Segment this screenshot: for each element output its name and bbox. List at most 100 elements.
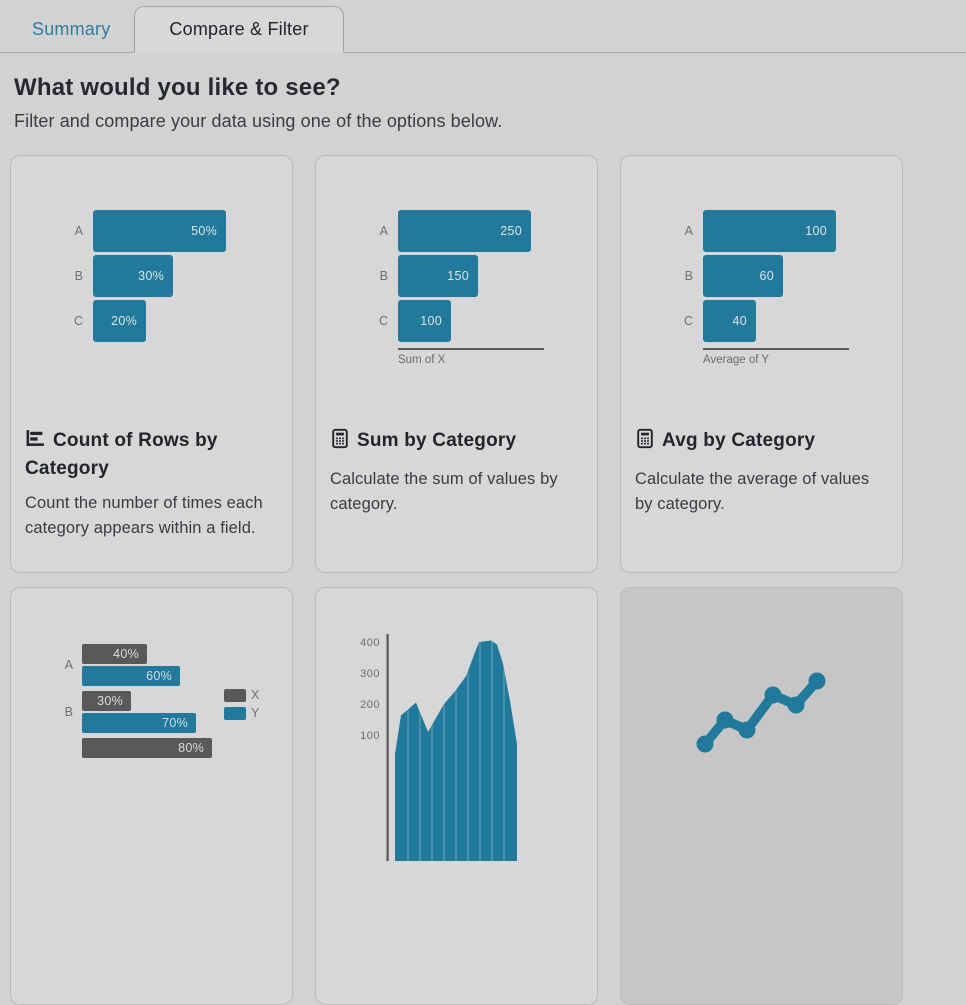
y-tick-label: 100 — [360, 730, 380, 742]
x-axis-line — [703, 348, 849, 350]
mini-bar-chart: A 50% B 30% C 20% — [11, 156, 292, 342]
sum-by-category-chart-preview: A 250 B 150 C 100 Sum of X — [316, 156, 597, 428]
page-title: What would you like to see? — [14, 74, 341, 101]
option-card-count-of-rows-by-category[interactable]: A 50% B 30% C 20% Count of Rows by Category Cou… — [10, 155, 293, 573]
bar-value-label: 30% — [97, 694, 123, 708]
bar-value-label: 50% — [191, 224, 217, 238]
category-label: B — [684, 269, 693, 283]
line-point — [787, 696, 805, 714]
bar-chart-horizontal-icon — [25, 428, 46, 457]
card-meta: Sum by Category Calculate the sum of valu… — [316, 428, 597, 517]
category-label: C — [73, 314, 83, 328]
bar-row: B 60 — [621, 255, 902, 297]
count-of-rows-by-category-chart-preview: A 50% B 30% C 20% — [11, 156, 292, 428]
option-card-avg-by-category[interactable]: A 100 B 60 C 40 Average of Y Avg by Category Cal… — [620, 155, 903, 573]
bar-value-label: 100 — [805, 224, 827, 238]
bar-B: 60 — [703, 255, 783, 297]
mini-area-chart: 400 300 200 100 — [360, 634, 517, 861]
bar-value-label: 70% — [162, 716, 188, 730]
bar-group: A 40% 60% — [11, 644, 292, 686]
tab-compare-filter[interactable]: Compare & Filter — [134, 6, 344, 53]
bar-row: A 50% — [11, 210, 292, 252]
bar-row: B 150 — [316, 255, 597, 297]
legend-swatch-Y — [224, 706, 246, 720]
legend-item: X — [224, 688, 259, 702]
bar-value-label: 40% — [113, 647, 139, 661]
bar-A: 100 — [703, 210, 836, 252]
option-card-area-distribution[interactable]: 400 300 200 100 — [315, 587, 598, 1005]
avg-by-category-chart-preview: A 100 B 60 C 40 Average of Y — [621, 156, 902, 428]
bar-row: C 40 — [621, 300, 902, 342]
option-card-line-trend[interactable] — [620, 587, 903, 1005]
bar-value-label: 80% — [178, 741, 204, 755]
bar-value-label: 250 — [500, 224, 522, 238]
category-label: A — [684, 224, 693, 238]
area-distribution-chart-preview: 400 300 200 100 — [316, 588, 597, 861]
line-point — [764, 686, 782, 704]
bar-series-X: 80% — [82, 738, 212, 758]
bar-group: 80% — [11, 738, 292, 758]
option-card-sum-by-category[interactable]: A 250 B 150 C 100 Sum of X Sum by Category Calcu… — [315, 155, 598, 573]
bar-value-label: 60 — [759, 269, 774, 283]
category-label: B — [74, 269, 83, 283]
bar-A: 250 — [398, 210, 531, 252]
bar-value-label: 100 — [420, 314, 442, 328]
bar-B: 30% — [93, 255, 173, 297]
category-label: B — [64, 705, 73, 719]
bar-value-label: 40 — [732, 314, 747, 328]
legend-swatch-X — [224, 688, 246, 702]
legend-label: Y — [251, 706, 260, 720]
bar-value-label: 20% — [111, 314, 137, 328]
tab-bar: Summary Compare & Filter — [0, 0, 966, 53]
legend-item: Y — [224, 706, 259, 720]
card-description: Count the number of times each category … — [25, 494, 263, 538]
bar-B: 150 — [398, 255, 478, 297]
card-meta: Avg by Category Calculate the average of … — [621, 428, 902, 517]
bar-A: 50% — [93, 210, 226, 252]
category-label: C — [378, 314, 388, 328]
card-title-text: Count of Rows by Category — [25, 430, 218, 479]
line-point — [808, 672, 826, 690]
bar-series-X: 40% — [82, 644, 147, 664]
option-card-compare-x-y-percentages[interactable]: A 40% 60% B 30% 70% 80% X Y — [10, 587, 293, 1005]
category-label: A — [64, 658, 73, 672]
category-label: A — [379, 224, 388, 238]
bar-series-X: 30% — [82, 691, 131, 711]
bar-value-label: 150 — [447, 269, 469, 283]
mini-bar-chart: A 100 B 60 C 40 Average of Y — [621, 156, 902, 366]
bar-row: A 250 — [316, 210, 597, 252]
x-axis-label: Sum of X — [398, 354, 446, 366]
compare-x-y-percentages-chart-preview: A 40% 60% B 30% 70% 80% X Y — [11, 588, 292, 860]
card-title: Sum by Category — [330, 428, 583, 457]
card-title-text: Sum by Category — [357, 430, 517, 451]
tab-summary[interactable]: Summary — [32, 19, 111, 39]
mini-line-chart — [696, 672, 826, 753]
bar-stack: 80% — [82, 738, 212, 758]
intro-section: What would you like to see? Filter and c… — [0, 74, 966, 132]
page-subtitle: Filter and compare your data using one o… — [14, 111, 503, 131]
bar-row: C 20% — [11, 300, 292, 342]
bar-row: B 30% — [11, 255, 292, 297]
card-description: Calculate the average of values by categ… — [635, 469, 870, 513]
card-description: Calculate the sum of values by category. — [330, 469, 558, 513]
bar-row: C 100 — [316, 300, 597, 342]
bar-C: 100 — [398, 300, 451, 342]
calculator-icon — [330, 428, 350, 457]
card-meta: Count of Rows by Category Count the numbe… — [11, 428, 292, 542]
bar-C: 20% — [93, 300, 146, 342]
bar-value-label: 30% — [138, 269, 164, 283]
y-tick-label: 200 — [360, 699, 380, 711]
bar-stack: 40% 60% — [82, 644, 180, 686]
bar-series-Y: 60% — [82, 666, 180, 686]
category-label: A — [74, 224, 83, 238]
y-tick-label: 300 — [360, 668, 380, 680]
y-axis-line — [386, 634, 389, 861]
card-title: Avg by Category — [635, 428, 888, 457]
line-point — [716, 711, 734, 729]
bar-row: A 100 — [621, 210, 902, 252]
y-tick-label: 400 — [360, 637, 380, 649]
x-axis-line — [398, 348, 544, 350]
category-label: C — [683, 314, 693, 328]
